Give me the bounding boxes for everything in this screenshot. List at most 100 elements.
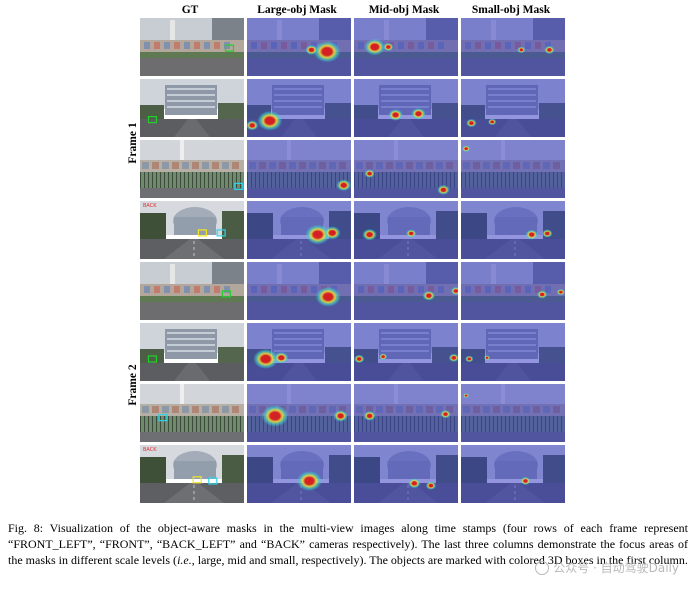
camera-image xyxy=(354,18,458,76)
camera-image xyxy=(140,384,244,442)
camera-image xyxy=(247,384,351,442)
mask-hotspot xyxy=(378,353,388,360)
mask-hotspot xyxy=(440,410,451,419)
image-cell-gt-front-left xyxy=(140,262,244,320)
mask-hotspot xyxy=(466,118,477,128)
camera-image xyxy=(247,18,351,76)
mask-hotspot xyxy=(422,290,436,301)
mask-hotspot xyxy=(556,288,565,296)
camera-image xyxy=(140,18,244,76)
mask-hotspot xyxy=(336,179,351,192)
mask-hotspot xyxy=(483,355,491,361)
mask-hotspot xyxy=(257,110,283,131)
mask-hotspot xyxy=(525,229,538,240)
camera-image xyxy=(247,79,351,137)
camera-image: BACK xyxy=(140,201,244,259)
figure-caption: Fig. 8: Visualization of the object-awar… xyxy=(8,520,688,568)
camera-image xyxy=(247,201,351,259)
mask-hotspot xyxy=(323,226,341,240)
camera-image xyxy=(140,323,244,381)
mask-hotspot xyxy=(388,109,403,121)
image-cell-gt-front xyxy=(140,79,244,137)
mask-hotspot xyxy=(261,405,289,427)
watermark-text: 公众号 · 自动驾驶Daily xyxy=(553,561,679,575)
gt-3d-box xyxy=(208,477,218,485)
image-cell-small-mask-back-left xyxy=(461,140,565,198)
camera-label: BACK xyxy=(143,447,157,453)
image-cell-large-mask-front-left xyxy=(247,262,351,320)
camera-image xyxy=(140,140,244,198)
mask-hotspot xyxy=(247,120,259,131)
camera-image xyxy=(140,262,244,320)
camera-image xyxy=(354,79,458,137)
image-cell-large-mask-front xyxy=(247,79,351,137)
mask-hotspot xyxy=(437,184,450,195)
gt-3d-box xyxy=(224,44,235,52)
mask-hotspot xyxy=(520,476,531,486)
gt-3d-box xyxy=(147,355,158,363)
image-cell-gt-back: BACK xyxy=(140,201,244,259)
mask-hotspot xyxy=(363,410,376,421)
image-cell-large-mask-back-left xyxy=(247,140,351,198)
wechat-logo-icon xyxy=(535,560,550,575)
mask-hotspot xyxy=(544,45,555,55)
mask-hotspot xyxy=(408,478,421,489)
image-cell-gt-back: BACK xyxy=(140,445,244,503)
mask-hotspot xyxy=(462,145,471,153)
mask-hotspot xyxy=(425,481,437,490)
frame-2-label: Frame 2 xyxy=(127,364,139,406)
mask-hotspot xyxy=(383,42,394,52)
image-cell-small-mask-front-left xyxy=(461,262,565,320)
camera-image xyxy=(461,384,565,442)
mask-hotspot xyxy=(406,229,417,238)
image-cell-mid-mask-back-left xyxy=(354,384,458,442)
image-cell-large-mask-back xyxy=(247,201,351,259)
camera-image xyxy=(461,18,565,76)
mask-hotspot xyxy=(450,286,458,296)
mask-hotspot xyxy=(274,351,289,364)
mask-hotspot xyxy=(305,224,331,245)
camera-image xyxy=(140,79,244,137)
mask-hotspot xyxy=(296,470,322,491)
image-cell-large-mask-front xyxy=(247,323,351,381)
gt-3d-box xyxy=(158,414,168,422)
camera-image xyxy=(461,445,565,503)
camera-image xyxy=(461,201,565,259)
image-cell-mid-mask-front-left xyxy=(354,18,458,76)
image-cell-gt-front xyxy=(140,323,244,381)
mask-hotspot xyxy=(448,353,458,362)
image-cell-large-mask-front-left xyxy=(247,18,351,76)
mask-hotspot xyxy=(305,44,318,55)
gt-3d-box xyxy=(216,229,226,237)
mask-hotspot xyxy=(253,348,279,369)
gt-3d-box xyxy=(221,290,231,298)
camera-image xyxy=(247,323,351,381)
mask-hotspot xyxy=(536,290,548,299)
mask-hotspot xyxy=(411,107,426,120)
mask-hotspot xyxy=(488,118,497,126)
column-header-gt: GT xyxy=(181,4,199,16)
mask-hotspot xyxy=(542,229,553,238)
camera-image xyxy=(354,201,458,259)
camera-image xyxy=(247,140,351,198)
caption-suffix: , large, mid and small, respectively). T… xyxy=(191,553,688,567)
image-cell-mid-mask-back xyxy=(354,445,458,503)
caption-prefix: Fig. 8: Visualization of the object-awar… xyxy=(8,521,688,567)
gt-3d-box xyxy=(234,182,244,191)
image-cell-large-mask-back xyxy=(247,445,351,503)
image-cell-small-mask-back-left xyxy=(461,384,565,442)
camera-image xyxy=(354,140,458,198)
mask-hotspot xyxy=(313,40,341,63)
mask-hotspot xyxy=(354,354,365,364)
column-header-small-obj-mask: Small-obj Mask xyxy=(471,4,551,16)
mask-hotspot xyxy=(315,286,341,307)
image-cell-gt-back-left xyxy=(140,384,244,442)
mask-hotspot xyxy=(465,355,474,363)
image-cell-mid-mask-back-left xyxy=(354,140,458,198)
gt-3d-box xyxy=(147,115,158,124)
mask-hotspot xyxy=(333,410,348,422)
camera-image xyxy=(354,384,458,442)
camera-image: BACK xyxy=(140,445,244,503)
camera-label: BACK xyxy=(143,203,157,209)
mask-hotspot xyxy=(517,46,526,54)
